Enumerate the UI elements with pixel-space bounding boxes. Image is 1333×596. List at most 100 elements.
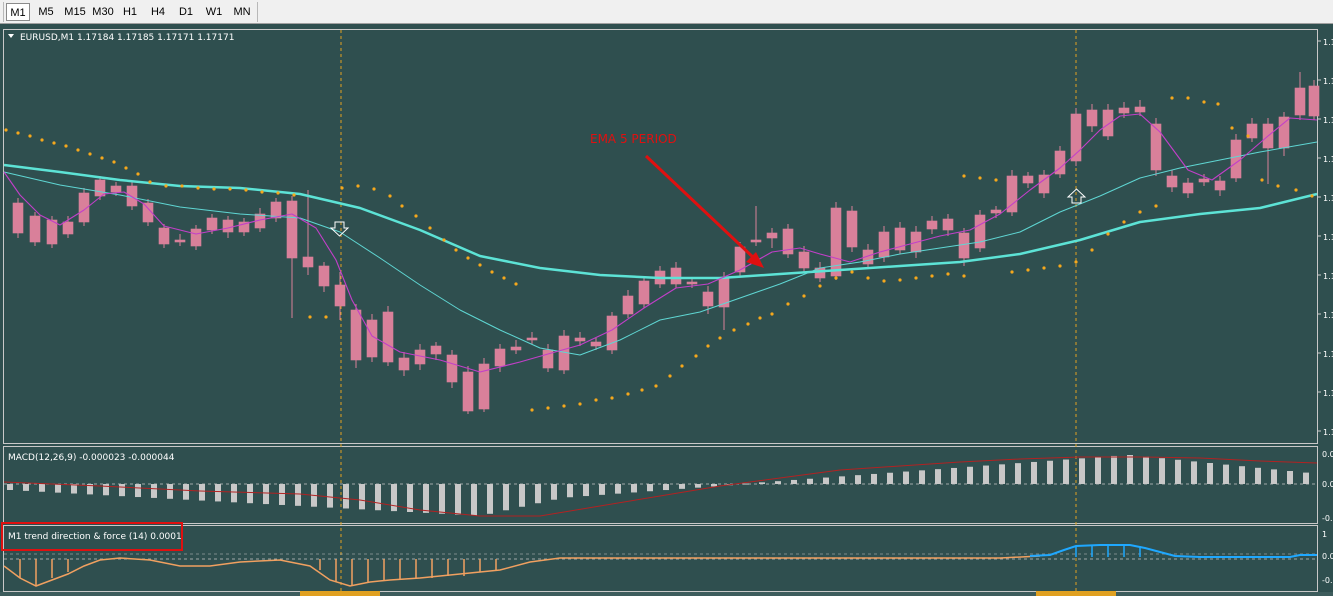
macd-histogram-bar bbox=[279, 484, 285, 505]
sar-dot bbox=[1106, 232, 1110, 236]
macd-histogram-bar bbox=[1223, 464, 1229, 484]
sar-dot bbox=[706, 344, 710, 348]
sar-dot bbox=[442, 238, 446, 242]
sar-dot bbox=[1294, 188, 1298, 192]
sar-dot bbox=[946, 272, 950, 276]
bear-candle bbox=[1086, 104, 1098, 132]
candle-body bbox=[542, 349, 554, 369]
sar-dot bbox=[16, 131, 20, 135]
sar-dot bbox=[260, 190, 264, 194]
candle-body bbox=[958, 232, 970, 259]
sar-dot bbox=[1246, 134, 1250, 138]
candle-body bbox=[78, 192, 90, 223]
timeframe-button-m15[interactable]: M15 bbox=[64, 6, 86, 18]
candle-body bbox=[1022, 175, 1034, 184]
sar-dot bbox=[454, 248, 458, 252]
chart-title: EURUSD,M1 1.17184 1.17185 1.17171 1.1717… bbox=[20, 33, 234, 43]
sar-dot bbox=[914, 276, 918, 280]
timeframe-button-m5[interactable]: M5 bbox=[38, 6, 54, 18]
collapse-triangle-icon[interactable] bbox=[8, 34, 14, 38]
macd-histogram-bar bbox=[1271, 469, 1277, 484]
sar-dot bbox=[978, 176, 982, 180]
candle-body bbox=[206, 217, 218, 231]
bear-candle bbox=[942, 214, 954, 236]
sar-dot bbox=[124, 166, 128, 170]
sar-dot bbox=[802, 294, 806, 298]
bear-candle bbox=[158, 224, 170, 248]
bear-candle bbox=[606, 312, 618, 354]
candle-body bbox=[12, 202, 24, 234]
sar-dot bbox=[834, 276, 838, 280]
macd-histogram-bar bbox=[151, 484, 157, 498]
macd-histogram-bar bbox=[71, 484, 77, 494]
bear-candle bbox=[1134, 100, 1146, 116]
candle-body bbox=[590, 341, 602, 347]
sar-dot bbox=[1260, 178, 1264, 182]
macd-histogram-bar bbox=[1031, 461, 1037, 484]
price-axis-label: 1.1 bbox=[1323, 155, 1333, 164]
bear-candle bbox=[1102, 104, 1114, 140]
sar-dot bbox=[466, 256, 470, 260]
timeframe-button-m30[interactable]: M30 bbox=[92, 6, 114, 18]
candle-body bbox=[1118, 107, 1130, 114]
sar-dot bbox=[180, 184, 184, 188]
price-axis-label: 1.1 bbox=[1323, 77, 1333, 86]
bear-candle bbox=[638, 276, 650, 308]
chart-background bbox=[0, 24, 1333, 596]
sar-dot bbox=[64, 144, 68, 148]
sar-dot bbox=[1042, 266, 1046, 270]
macd-histogram-bar bbox=[695, 484, 701, 488]
candle-body bbox=[846, 210, 858, 248]
candle-body bbox=[942, 218, 954, 231]
sar-dot bbox=[428, 226, 432, 230]
timeframe-button-w1[interactable]: W1 bbox=[205, 6, 223, 18]
bear-candle bbox=[1070, 108, 1082, 166]
macd-histogram-bar bbox=[439, 484, 445, 514]
macd-histogram-bar bbox=[1159, 458, 1165, 484]
sar-dot bbox=[276, 191, 280, 195]
macd-histogram-bar bbox=[663, 484, 669, 491]
bear-candle bbox=[446, 350, 458, 388]
macd-histogram-bar bbox=[343, 484, 349, 509]
macd-histogram-bar bbox=[1047, 460, 1053, 484]
sar-dot bbox=[1186, 96, 1190, 100]
timeframe-button-d1[interactable]: D1 bbox=[178, 6, 194, 18]
candle-body bbox=[1102, 109, 1114, 137]
macd-histogram-bar bbox=[599, 484, 605, 495]
macd-histogram-bar bbox=[631, 484, 637, 493]
sar-dot bbox=[994, 178, 998, 182]
timeframe-button-h1[interactable]: H1 bbox=[122, 6, 138, 18]
annotation-arrow-head bbox=[746, 252, 764, 268]
sar-dot bbox=[930, 274, 934, 278]
sar-dot bbox=[52, 141, 56, 145]
macd-histogram-bar bbox=[567, 484, 573, 498]
macd-histogram-bar bbox=[55, 484, 61, 493]
sar-dot bbox=[1276, 184, 1280, 188]
chart-area[interactable]: 1.1 1.1 1.1 1.1 1.1 1.1 1.1 1.1 1.1 1.1 1.1 0.0 0.0 -… bbox=[0, 24, 1333, 596]
macd-histogram-bar bbox=[935, 469, 941, 484]
candle-body bbox=[29, 215, 41, 243]
macd-histogram-bar bbox=[823, 477, 829, 484]
bear-candle bbox=[222, 216, 234, 238]
candle-body bbox=[478, 363, 490, 410]
candle-body bbox=[430, 345, 442, 355]
timeframe-button-m1[interactable]: M1 bbox=[6, 3, 30, 21]
timeframe-button-h4[interactable]: H4 bbox=[150, 6, 166, 18]
candle-body bbox=[894, 227, 906, 251]
toolbar-separator bbox=[257, 2, 258, 22]
candle-body bbox=[622, 295, 634, 315]
candle-body bbox=[142, 202, 154, 223]
sar-dot bbox=[1074, 260, 1078, 264]
sar-dot bbox=[1138, 210, 1142, 214]
bear-candle bbox=[1166, 170, 1178, 192]
bear-candle bbox=[1308, 80, 1320, 120]
sar-dot bbox=[164, 184, 168, 188]
bear-candle bbox=[510, 340, 522, 354]
macd-axis-label: 0.0 bbox=[1322, 480, 1333, 489]
candle-body bbox=[798, 251, 810, 269]
candle-body bbox=[606, 315, 618, 351]
price-axis-label: 1.1 bbox=[1323, 311, 1333, 320]
macd-histogram-bar bbox=[1015, 463, 1021, 484]
timeframe-button-mn[interactable]: MN bbox=[233, 6, 251, 18]
sar-dot bbox=[1170, 96, 1174, 100]
